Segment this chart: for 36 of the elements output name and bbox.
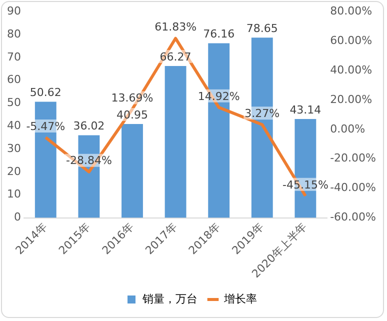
legend-label: 增长率 — [223, 292, 257, 306]
y-tick-label: 60 — [6, 73, 21, 86]
data-label: -45.15% — [282, 178, 328, 192]
y-tick-label: 80 — [6, 27, 21, 40]
y-tick-label: 90 — [6, 4, 21, 18]
data-label: 76.16 — [203, 28, 235, 41]
data-label: 40.95 — [116, 108, 148, 122]
y2-tick-label: -20.00% — [330, 152, 376, 165]
bar — [122, 124, 143, 218]
data-label: 61.83% — [154, 20, 197, 34]
data-label: 36.02 — [73, 120, 105, 133]
y2-tick-label: -40.00% — [330, 181, 376, 194]
data-label: -28.84% — [66, 154, 112, 168]
y2-tick-label: 0.00% — [330, 122, 366, 136]
y-tick-label: 10 — [6, 188, 21, 201]
data-label: 50.62 — [30, 86, 62, 100]
data-label: 66.27 — [160, 50, 192, 64]
y-tick-label: 0 — [14, 210, 21, 224]
y-tick-label: 20 — [6, 164, 21, 178]
data-label: 3.27% — [244, 106, 280, 120]
data-label: 14.92% — [198, 90, 240, 103]
data-label: -5.47% — [26, 120, 66, 133]
y-tick-label: 50 — [6, 96, 21, 110]
y2-tick-label: 80.00% — [330, 4, 372, 18]
bar — [164, 66, 186, 218]
y-tick-label: 30 — [6, 142, 21, 155]
y2-tick-label: 40.00% — [330, 63, 372, 76]
data-label: 13.69% — [111, 92, 154, 105]
y2-tick-label: 60.00% — [330, 34, 372, 47]
legend-label: 销量，万台 — [142, 292, 198, 306]
y2-tick-label: 20.00% — [330, 92, 372, 106]
y-tick-label: 70 — [6, 50, 21, 64]
y-tick-label: 40 — [6, 118, 21, 132]
data-label: 78.65 — [246, 22, 278, 35]
data-label: 43.14 — [290, 103, 322, 116]
y2-tick-label: -60.00% — [330, 210, 376, 224]
